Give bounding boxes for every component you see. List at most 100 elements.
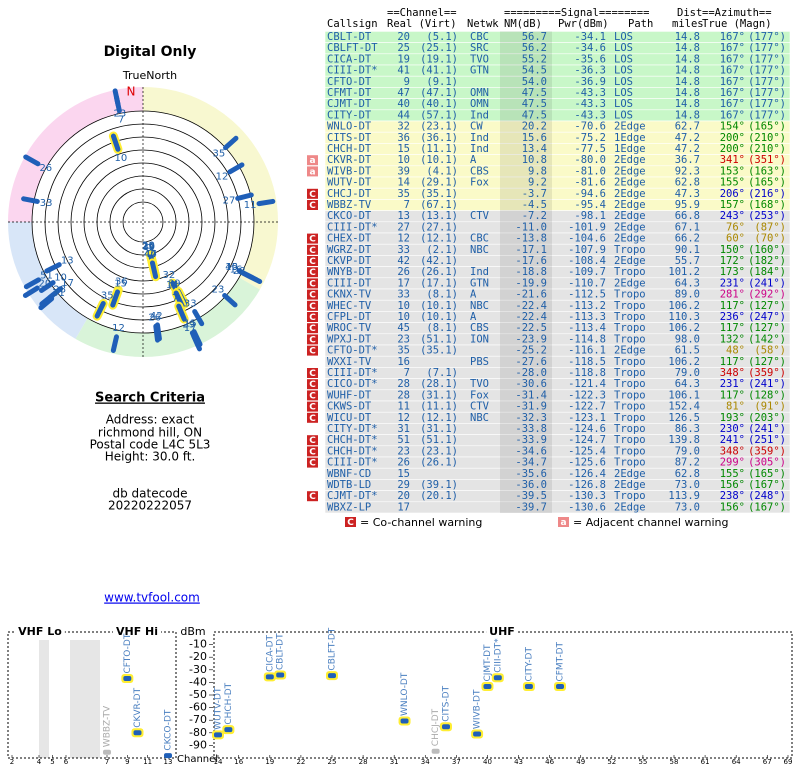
plot-title: Digital Only — [104, 44, 197, 60]
cell-dist: 14.8 — [675, 76, 700, 88]
cell-az-true: 200° — [720, 132, 745, 144]
cell-pwr: -36.9 — [574, 76, 606, 88]
cell-az-true: 206° — [720, 188, 745, 200]
cell-az-magn: (177°) — [748, 87, 786, 99]
cell-az-true: 157° — [720, 199, 745, 211]
cell-pwr: -114.8 — [568, 333, 606, 345]
cell-az-true: 154° — [720, 121, 745, 133]
cell-call: CITS-DT — [327, 132, 372, 144]
cell-az-true: 117° — [720, 300, 745, 312]
cell-az-magn: (91°) — [754, 401, 786, 413]
x-tick-label: 40 — [483, 758, 492, 766]
cell-path: 2Edge — [614, 210, 646, 222]
cell-net: A — [470, 311, 477, 323]
warning-icon — [307, 312, 318, 322]
cell-az-true: 167° — [720, 53, 745, 65]
cell-az-magn: (58°) — [754, 345, 786, 357]
cell-real: 7 — [404, 199, 410, 211]
station-marker — [39, 280, 56, 293]
cell-call: WNYB-DT — [327, 266, 372, 278]
cell-pwr: -116.1 — [568, 345, 606, 357]
cell-pwr: -112.5 — [568, 289, 606, 301]
station-marker — [112, 88, 121, 108]
band-title-bg — [486, 626, 518, 638]
station-bar-label: CBLFT-DT — [328, 627, 338, 670]
station-bar-label: CHCH-DT — [224, 682, 234, 724]
cell-real: 7 — [404, 367, 410, 379]
column-header: Pwr(dBm) — [558, 18, 609, 30]
cell-virt: (19.1) — [420, 53, 458, 65]
warning-icon — [307, 323, 318, 334]
cell-dist: 14.8 — [675, 87, 700, 99]
cell-nm: -30.6 — [515, 378, 547, 390]
cell-dist: 14.8 — [675, 42, 700, 54]
warning-icon-symbol: C — [309, 235, 316, 245]
cell-virt: (27.1) — [420, 221, 458, 233]
cell-nm: 10.8 — [522, 154, 547, 166]
cell-nm: -34.7 — [515, 457, 547, 469]
cell-pwr: -81.0 — [574, 165, 606, 177]
north-label: TrueNorth — [122, 69, 177, 82]
compass-ring — [142, 87, 278, 290]
legend-icon-symbol: a — [560, 518, 566, 528]
warning-icon-symbol: C — [309, 302, 316, 312]
cell-real: 12 — [397, 412, 410, 424]
station-marker-label: 16 — [230, 264, 243, 275]
cell-path: 2Edge — [614, 501, 646, 513]
station-marker-label: 51 — [40, 271, 53, 282]
cell-nm: 47.5 — [522, 98, 547, 110]
cell-virt: (57.1) — [420, 109, 458, 121]
cell-virt: (31.1) — [420, 423, 458, 435]
cell-path: Tropo — [614, 457, 646, 469]
search-line: Height: 30.0 ft. — [105, 450, 196, 464]
cell-pwr: -124.7 — [568, 434, 606, 446]
station-marker — [110, 334, 119, 353]
cell-pwr: -108.4 — [568, 255, 606, 267]
site-link[interactable]: www.tvfool.com — [104, 591, 200, 605]
warning-icon — [307, 244, 318, 255]
station-bar — [473, 731, 482, 737]
db-label: db datecode — [112, 487, 187, 501]
cell-dist: 73.0 — [675, 501, 700, 513]
station-bar-label: CBLT-DT — [276, 633, 286, 670]
cell-dist: 106.2 — [668, 300, 700, 312]
cell-virt: (2.1) — [426, 244, 458, 256]
cell-az-magn: (210°) — [748, 132, 786, 144]
cell-nm: -39.5 — [515, 490, 547, 502]
cell-call: CFTO-DT — [327, 76, 372, 88]
cell-real: 11 — [397, 401, 410, 413]
station-marker — [244, 272, 263, 284]
cell-nm: -17.1 — [515, 244, 547, 256]
cell-real: 44 — [397, 109, 410, 121]
cell-path: Tropo — [614, 356, 646, 368]
cell-az-magn: (241°) — [748, 277, 786, 289]
cell-az-magn: (167°) — [748, 479, 786, 491]
cell-call: CJMT-DT — [327, 98, 372, 110]
cell-az-true: 243° — [720, 210, 745, 222]
cell-pwr: -113.3 — [568, 311, 606, 323]
warning-icon-symbol: C — [309, 291, 316, 301]
station-marker — [227, 162, 245, 175]
cell-az-magn: (167°) — [748, 501, 786, 513]
cell-az-true: 76° — [726, 221, 745, 233]
cell-path: 2Edge — [614, 345, 646, 357]
cell-pwr: -43.3 — [574, 109, 606, 121]
cell-dist: 14.8 — [675, 109, 700, 121]
cell-pwr: -75.2 — [574, 132, 606, 144]
cell-pwr: -113.2 — [568, 300, 606, 312]
cell-real: 41 — [397, 65, 410, 77]
cell-call: CKCO-DT — [327, 210, 372, 222]
cell-call: CHCJ-DT — [327, 188, 372, 200]
station-bar — [276, 672, 285, 678]
warning-icon — [307, 278, 318, 289]
cell-nm: -4.5 — [522, 199, 547, 211]
cell-virt: (35.1) — [420, 345, 458, 357]
cell-az-true: 167° — [720, 76, 745, 88]
warning-icon-symbol: C — [309, 335, 316, 345]
range-ring — [57, 136, 229, 308]
station-marker-label: 26 — [148, 312, 161, 323]
range-ring — [96, 175, 190, 269]
cell-nm: -31.9 — [515, 401, 547, 413]
cell-az-true: 167° — [720, 109, 745, 121]
